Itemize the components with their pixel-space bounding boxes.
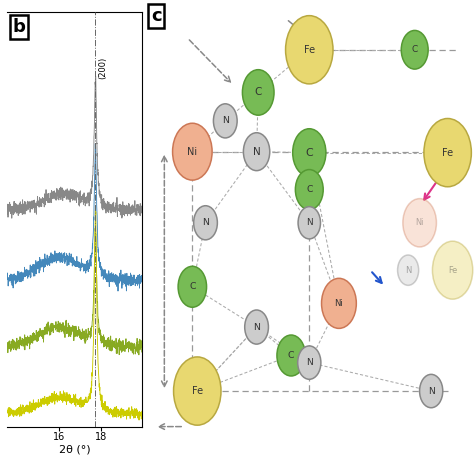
Text: Fe: Fe — [304, 45, 315, 55]
Text: Fe: Fe — [448, 266, 457, 274]
Circle shape — [292, 129, 326, 176]
Circle shape — [277, 335, 305, 376]
Text: Ni: Ni — [415, 219, 424, 227]
Circle shape — [178, 266, 207, 307]
Text: Fe: Fe — [442, 147, 453, 158]
Circle shape — [213, 104, 237, 138]
Circle shape — [285, 16, 333, 84]
Circle shape — [432, 241, 473, 299]
Text: b: b — [12, 18, 26, 36]
Text: N: N — [428, 387, 435, 395]
Text: Ni: Ni — [187, 146, 197, 157]
Text: C: C — [288, 351, 294, 360]
Text: N: N — [306, 219, 312, 227]
Circle shape — [173, 357, 221, 425]
Circle shape — [242, 70, 274, 115]
Text: c: c — [151, 7, 162, 25]
Circle shape — [398, 255, 419, 285]
Text: N: N — [222, 117, 229, 125]
Circle shape — [419, 374, 443, 408]
Text: C: C — [306, 185, 312, 194]
Circle shape — [173, 123, 212, 180]
Circle shape — [403, 199, 437, 247]
Text: N: N — [306, 358, 313, 367]
Text: N: N — [405, 266, 411, 274]
Text: (200): (200) — [98, 56, 107, 79]
Text: C: C — [255, 87, 262, 98]
Circle shape — [424, 118, 471, 187]
Circle shape — [194, 206, 218, 240]
Text: N: N — [253, 146, 260, 157]
Text: C: C — [411, 46, 418, 54]
Text: C: C — [305, 147, 313, 158]
Circle shape — [298, 346, 321, 379]
Text: C: C — [189, 283, 196, 291]
Text: Fe: Fe — [191, 386, 203, 396]
Text: N: N — [253, 323, 260, 331]
Circle shape — [295, 170, 323, 210]
Text: Ni: Ni — [335, 299, 343, 308]
X-axis label: 2θ (°): 2θ (°) — [59, 445, 91, 455]
Circle shape — [321, 278, 356, 328]
Circle shape — [245, 310, 268, 344]
Circle shape — [298, 207, 320, 239]
Circle shape — [401, 30, 428, 69]
Circle shape — [243, 133, 270, 171]
Text: N: N — [202, 219, 209, 227]
